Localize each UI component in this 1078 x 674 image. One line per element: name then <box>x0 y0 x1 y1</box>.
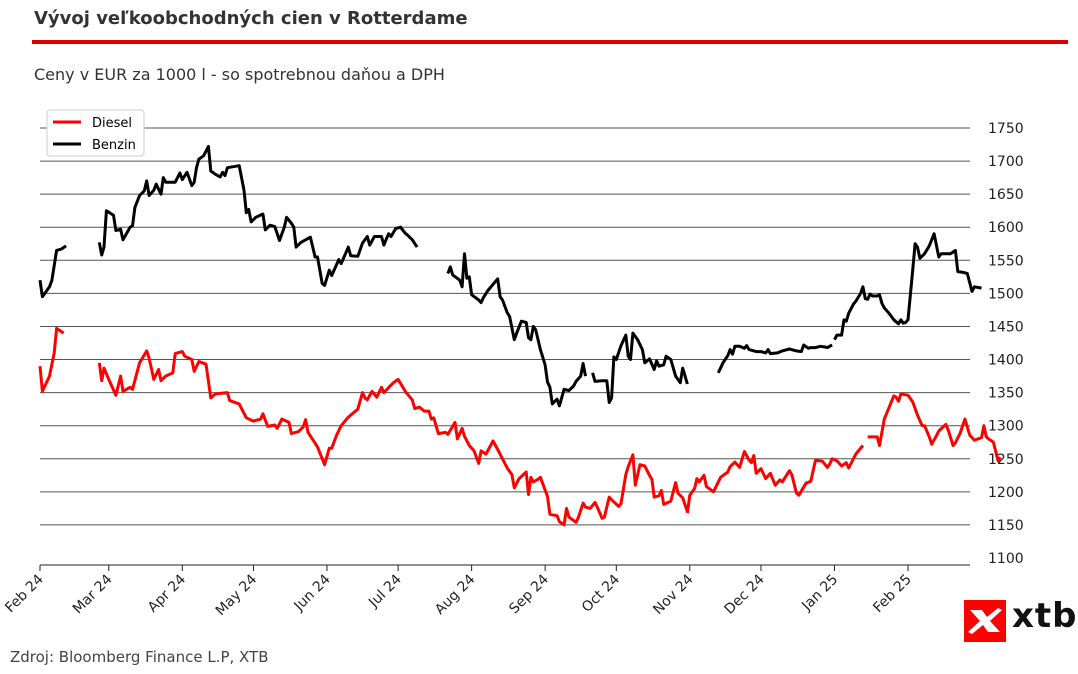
x-axis-ticks: Feb 24 Mar 24 Apr 24 May 24 Jun 24 Jul 24 Aug … <box>2 565 915 619</box>
y-tick-label: 1100 <box>988 551 1024 567</box>
x-tick-label: Nov 24 <box>650 571 696 617</box>
chart-title: Vývoj veľkoobchodných cien v Rotterdame <box>34 8 468 29</box>
diesel-line <box>685 444 865 514</box>
x-tick-label: Apr 24 <box>145 571 189 615</box>
gridlines <box>40 127 970 566</box>
x-tick-label: Aug 24 <box>432 571 478 617</box>
benzin-line <box>716 343 833 374</box>
series-lines <box>38 145 1002 527</box>
x-tick-label: Dec 24 <box>722 571 768 617</box>
y-tick-label: 1600 <box>988 220 1024 236</box>
benzin-line <box>833 232 982 341</box>
x-tick-label: Sep 24 <box>506 571 552 617</box>
y-tick-label: 1200 <box>988 485 1024 501</box>
benzin-line <box>97 145 419 287</box>
y-tick-label: 1550 <box>988 253 1024 269</box>
y-tick-label: 1400 <box>988 353 1024 369</box>
legend-label-diesel: Diesel <box>92 116 132 131</box>
x-tick-label: Feb 24 <box>2 571 47 616</box>
y-axis-ticks: 1100 1150 1200 1250 1300 1350 1400 1450 1500 1550… <box>988 121 1024 567</box>
diesel-line <box>867 392 1002 463</box>
diesel-line <box>97 349 689 527</box>
legend: Diesel Benzin <box>46 109 145 157</box>
xtb-logo-mark-icon <box>964 600 1006 642</box>
y-tick-label: 1350 <box>988 386 1024 402</box>
benzin-line <box>446 252 587 408</box>
y-tick-label: 1450 <box>988 319 1024 335</box>
x-tick-label: Mar 24 <box>70 571 116 617</box>
x-tick-label: May 24 <box>213 571 261 619</box>
y-tick-label: 1750 <box>988 121 1024 137</box>
title-divider <box>32 40 1068 44</box>
legend-label-benzin: Benzin <box>92 138 136 153</box>
xtb-logo-text: xtb <box>1012 596 1078 636</box>
x-tick-label: Jun 24 <box>291 571 334 614</box>
x-tick-label: Jul 24 <box>365 571 405 611</box>
y-tick-label: 1150 <box>988 518 1024 534</box>
chart-subtitle: Ceny v EUR za 1000 l - so spotrebnou daň… <box>34 65 445 84</box>
y-tick-label: 1250 <box>988 452 1024 468</box>
y-tick-label: 1300 <box>988 419 1024 435</box>
y-tick-label: 1500 <box>988 286 1024 302</box>
x-tick-label: Feb 25 <box>870 572 915 617</box>
x-tick-label: Oct 24 <box>579 571 623 615</box>
diesel-line <box>38 326 65 393</box>
benzin-line <box>38 244 67 299</box>
y-tick-label: 1650 <box>988 187 1024 203</box>
source-note: Zdroj: Bloomberg Finance L.P, XTB <box>10 648 269 666</box>
xtb-logo: xtb <box>964 596 1077 642</box>
benzin-line <box>591 331 689 404</box>
y-tick-label: 1700 <box>988 154 1024 170</box>
x-tick-label: Jan 25 <box>798 572 841 615</box>
